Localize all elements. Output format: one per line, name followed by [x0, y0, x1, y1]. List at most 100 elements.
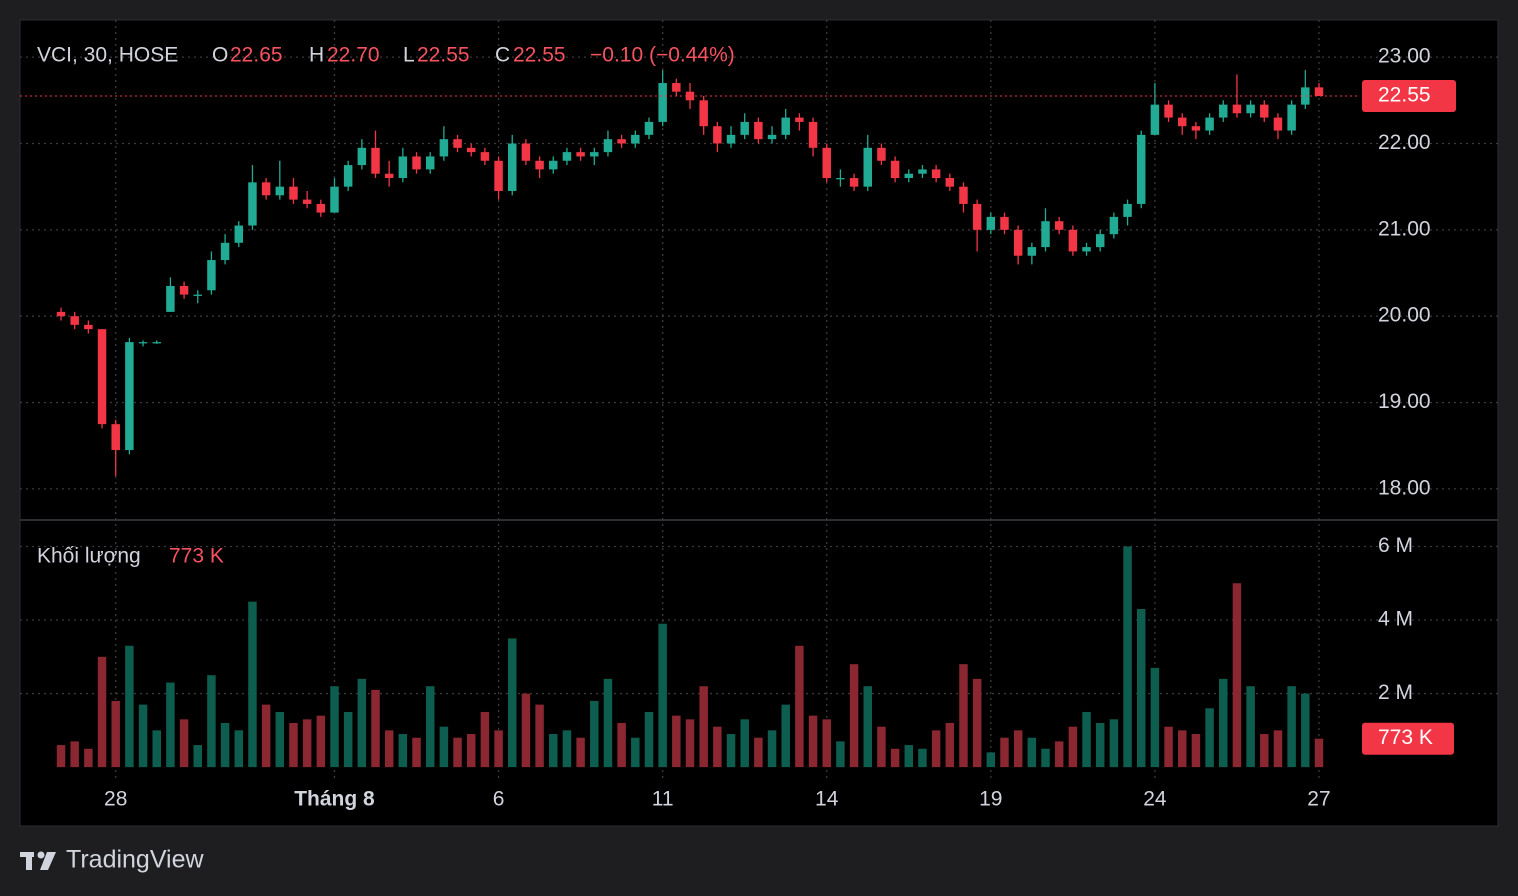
marks — [56, 70, 1324, 768]
candle-body — [877, 147, 886, 161]
volume-bar — [56, 745, 66, 768]
candle-body — [918, 169, 927, 174]
candle-body — [56, 311, 66, 317]
legend-open: 22.65 — [230, 44, 283, 67]
candle-body — [535, 160, 544, 170]
candle-body — [781, 117, 790, 135]
volume-bar — [289, 722, 298, 768]
volume-bar — [1273, 730, 1283, 768]
candle-body — [521, 143, 531, 161]
volume-bar — [726, 734, 736, 768]
candle-body — [261, 182, 271, 196]
candle-body — [384, 173, 394, 179]
volume-legend-value: 773 K — [169, 545, 224, 568]
candle-body — [740, 121, 749, 135]
price-tag-label: 22.55 — [1378, 84, 1431, 107]
candle-body — [1246, 104, 1255, 114]
volume-bar — [125, 645, 134, 768]
x-tick-label: 28 — [104, 788, 127, 811]
volume-bar — [904, 745, 914, 768]
candle-body — [795, 117, 804, 122]
volume-bar — [371, 689, 380, 768]
volume-bar — [1041, 748, 1050, 768]
candle-body — [822, 147, 831, 179]
legend-high: 22.70 — [327, 44, 380, 67]
candle-body — [398, 156, 408, 179]
volume-bar — [1013, 730, 1023, 768]
volume-bar — [931, 730, 941, 768]
candle-body — [617, 139, 626, 144]
volume-tag — [1362, 722, 1454, 755]
volume-bar — [1000, 737, 1009, 768]
volume-bar — [1082, 711, 1091, 768]
candle-body — [1260, 104, 1269, 118]
candle-body — [836, 178, 845, 180]
x-tick-label: 19 — [979, 788, 1002, 811]
candle-body — [289, 186, 298, 200]
symbol: VCI, 30, HOSE — [37, 44, 178, 67]
volume-bar — [1178, 730, 1187, 768]
y-tick-label: 20.00 — [1378, 304, 1431, 327]
candle-body — [466, 147, 476, 153]
volume-bar — [357, 678, 367, 768]
volume-bar — [138, 704, 148, 768]
volume-bar — [1260, 734, 1269, 768]
volume-bar — [1191, 734, 1201, 768]
legend-prefix: C — [495, 44, 510, 67]
candle-body — [412, 156, 421, 170]
y-tick-label: 22.00 — [1378, 131, 1431, 154]
candle-body — [1219, 104, 1228, 118]
candle-body — [644, 121, 654, 135]
x-tick-label: 27 — [1307, 788, 1330, 811]
candle-body — [111, 424, 120, 451]
volume-bar — [658, 623, 667, 768]
volume-bar — [248, 601, 257, 768]
candle-body — [1082, 247, 1091, 252]
volume-bar — [412, 737, 421, 768]
volume-bar — [562, 730, 572, 768]
x-tick-label: Tháng 8 — [294, 788, 375, 811]
candle-body — [972, 203, 982, 230]
volume-bar — [795, 645, 804, 768]
candle-body — [343, 165, 353, 187]
volume-bar — [234, 730, 244, 768]
candle-body — [767, 134, 777, 140]
volume-bar — [918, 748, 927, 768]
candle-body — [754, 121, 763, 140]
candle-body — [1095, 234, 1105, 248]
volume-bar — [1054, 741, 1064, 768]
volume-bar — [672, 715, 681, 768]
candle-body — [330, 186, 339, 213]
volume-bar — [1164, 726, 1173, 768]
candle-body — [562, 152, 572, 161]
volume-bar — [193, 745, 202, 768]
y-tick-label: 23.00 — [1378, 45, 1431, 68]
y-tick-label: 19.00 — [1378, 390, 1431, 413]
x-tick-label: 14 — [815, 788, 839, 811]
candle-body — [808, 121, 818, 148]
candle-body — [658, 83, 667, 122]
volume-bar — [740, 719, 749, 768]
candle-body — [248, 182, 257, 226]
volume-bar — [179, 719, 189, 768]
volume-bar — [275, 711, 285, 768]
candle-body — [1013, 229, 1023, 256]
candle-body — [1287, 104, 1296, 131]
legend-low: 22.55 — [417, 44, 470, 67]
volume-bar — [849, 664, 859, 768]
volume-bar — [808, 715, 818, 768]
candle-body — [603, 139, 613, 153]
grid — [20, 20, 1498, 780]
volume-bar — [754, 737, 763, 768]
candle-body — [904, 173, 914, 179]
volume-bar — [1068, 726, 1078, 768]
volume-bar — [453, 737, 462, 768]
volume-bar — [1150, 667, 1160, 768]
volume-bar — [261, 704, 271, 768]
volume-bar — [685, 719, 695, 768]
volume-bar — [1136, 608, 1146, 768]
volume-bar — [959, 664, 968, 768]
candle-body — [1027, 247, 1037, 256]
candle-body — [207, 260, 216, 291]
